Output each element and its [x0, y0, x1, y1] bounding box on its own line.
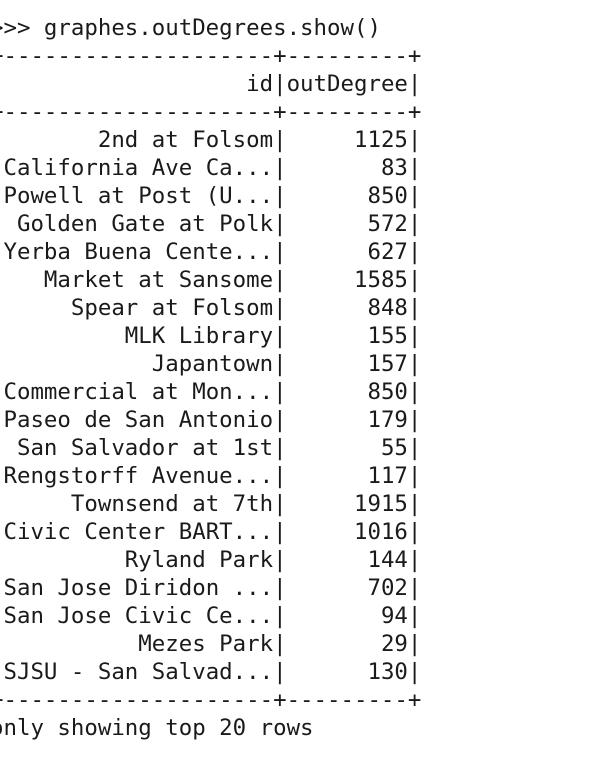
- cell-id: San Jose Diridon ...: [3, 575, 274, 601]
- cell-id: Mezes Park: [3, 631, 274, 657]
- command-line: >>> graphes.outDegrees.show(): [0, 14, 421, 42]
- cell-outdegree: 94: [286, 603, 408, 629]
- table-header-row: | id|outDegree|: [0, 71, 422, 97]
- cell-outdegree: 55: [286, 435, 408, 461]
- table-row: |Commercial at Mon...| 850|: [0, 379, 422, 405]
- table-row: | Spear at Folsom| 848|: [0, 295, 422, 321]
- table-border-bottom: +--------------------+---------+: [0, 687, 422, 713]
- header-id: id: [3, 71, 274, 97]
- command-text: graphes.outDegrees.show(): [43, 15, 381, 41]
- terminal-output: >>> graphes.outDegrees.show()+----------…: [0, 14, 421, 742]
- cell-outdegree: 1915: [286, 491, 408, 517]
- cell-id: California Ave Ca...: [3, 155, 274, 181]
- table-body: | 2nd at Folsom| 1125||California Ave Ca…: [0, 126, 421, 686]
- table-row: |Paseo de San Antonio| 179|: [0, 407, 422, 433]
- footer-note: only showing top 20 rows: [0, 715, 314, 741]
- cell-outdegree: 1016: [286, 519, 408, 545]
- table-row: | Mezes Park| 29|: [0, 631, 422, 657]
- cell-outdegree: 627: [286, 239, 408, 265]
- repl-prompt: >>>: [0, 15, 31, 41]
- cell-id: Townsend at 7th: [3, 491, 274, 517]
- table-row: | San Salvador at 1st| 55|: [0, 435, 422, 461]
- table-border-top: +--------------------+---------+: [0, 43, 422, 69]
- table-row: |Yerba Buena Cente...| 627|: [0, 239, 422, 265]
- cell-id: Civic Center BART...: [3, 519, 274, 545]
- table-row: | 2nd at Folsom| 1125|: [0, 127, 422, 153]
- cell-outdegree: 1585: [286, 267, 408, 293]
- cell-id: SJSU - San Salvad...: [3, 659, 274, 685]
- table-border-header: +--------------------+---------+: [0, 99, 422, 125]
- table-row: | Japantown| 157|: [0, 351, 422, 377]
- table-row: | MLK Library| 155|: [0, 323, 422, 349]
- cell-outdegree: 155: [286, 323, 408, 349]
- cell-outdegree: 848: [286, 295, 408, 321]
- table-row: | Market at Sansome| 1585|: [0, 267, 422, 293]
- cell-outdegree: 130: [286, 659, 408, 685]
- cell-outdegree: 1125: [286, 127, 408, 153]
- cell-id: Ryland Park: [3, 547, 274, 573]
- cell-outdegree: 117: [286, 463, 408, 489]
- cell-outdegree: 572: [286, 211, 408, 237]
- cell-id: San Jose Civic Ce...: [3, 603, 274, 629]
- cell-id: Commercial at Mon...: [3, 379, 274, 405]
- table-row: | Golden Gate at Polk| 572|: [0, 211, 422, 237]
- cell-id: Golden Gate at Polk: [3, 211, 274, 237]
- cell-outdegree: 179: [286, 407, 408, 433]
- cell-outdegree: 83: [286, 155, 408, 181]
- cell-id: Paseo de San Antonio: [3, 407, 274, 433]
- cell-id: Japantown: [3, 351, 274, 377]
- cell-id: San Salvador at 1st: [3, 435, 274, 461]
- cell-id: Powell at Post (U...: [3, 183, 274, 209]
- cell-id: Rengstorff Avenue...: [3, 463, 274, 489]
- cell-id: Market at Sansome: [3, 267, 274, 293]
- cell-outdegree: 850: [286, 183, 408, 209]
- cell-id: Spear at Folsom: [3, 295, 274, 321]
- cell-id: Yerba Buena Cente...: [3, 239, 274, 265]
- table-row: |Rengstorff Avenue...| 117|: [0, 463, 422, 489]
- cell-id: 2nd at Folsom: [3, 127, 274, 153]
- table-row: |San Jose Civic Ce...| 94|: [0, 603, 422, 629]
- cell-outdegree: 157: [286, 351, 408, 377]
- table-row: |San Jose Diridon ...| 702|: [0, 575, 422, 601]
- table-row: |California Ave Ca...| 83|: [0, 155, 422, 181]
- cell-id: MLK Library: [3, 323, 274, 349]
- table-row: |Civic Center BART...| 1016|: [0, 519, 422, 545]
- cell-outdegree: 29: [286, 631, 408, 657]
- table-row: | Ryland Park| 144|: [0, 547, 422, 573]
- cell-outdegree: 702: [286, 575, 408, 601]
- table-row: |SJSU - San Salvad...| 130|: [0, 659, 422, 685]
- table-row: | Townsend at 7th| 1915|: [0, 491, 422, 517]
- cell-outdegree: 850: [286, 379, 408, 405]
- header-outdegree: outDegree: [286, 71, 408, 97]
- table-row: |Powell at Post (U...| 850|: [0, 183, 422, 209]
- cell-outdegree: 144: [286, 547, 408, 573]
